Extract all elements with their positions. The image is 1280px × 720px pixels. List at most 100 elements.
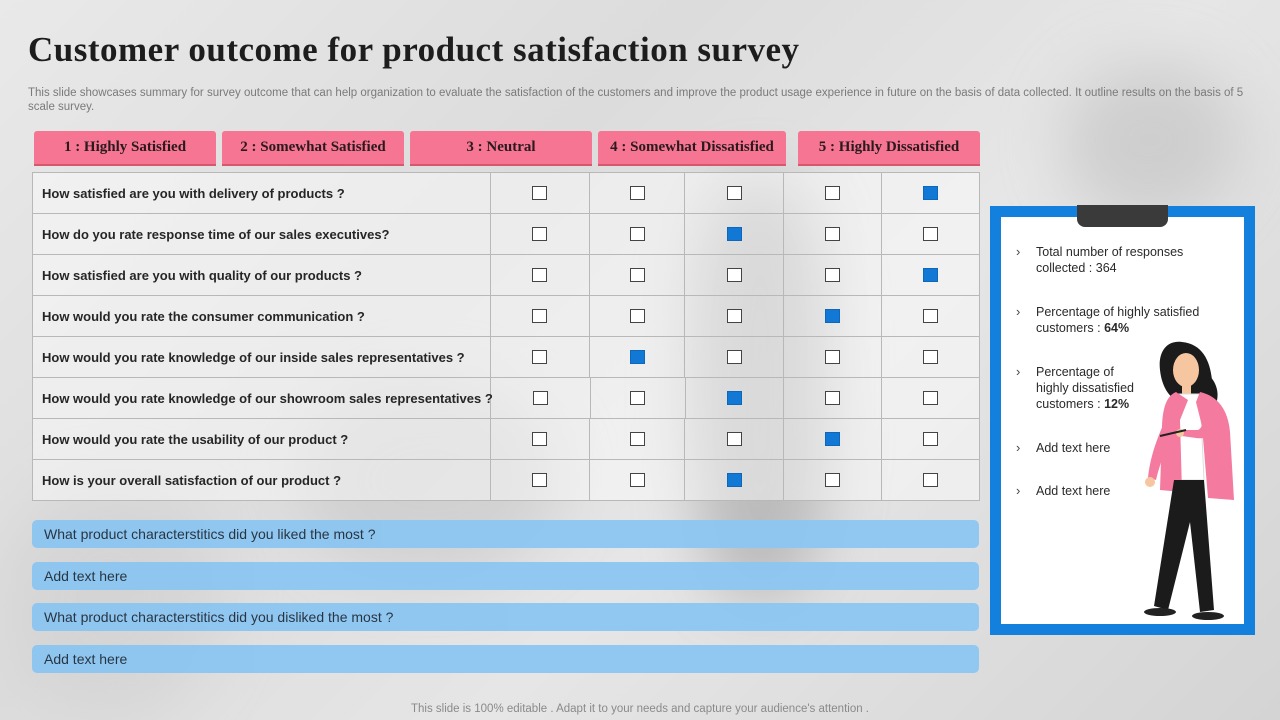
- rating-checkbox[interactable]: [923, 309, 939, 323]
- rating-checkbox[interactable]: [825, 391, 841, 405]
- rating-cell: [882, 173, 980, 214]
- rating-cell: [490, 255, 591, 296]
- rating-checkbox[interactable]: [629, 473, 645, 487]
- stat-line: highly dissatisfied: [1036, 381, 1134, 395]
- rating-checkbox[interactable]: [532, 227, 548, 241]
- feedback-bar-text[interactable]: Add text here: [32, 645, 979, 673]
- rating-checkbox[interactable]: [923, 391, 939, 405]
- rating-cell: [784, 173, 883, 214]
- stat-line: Percentage of highly satisfied: [1036, 305, 1200, 319]
- rating-cell: [590, 460, 686, 501]
- rating-checkbox[interactable]: [532, 350, 548, 364]
- rating-checkbox[interactable]: [532, 309, 548, 323]
- rating-cell: [784, 255, 883, 296]
- clipboard-clip: [1077, 205, 1168, 227]
- rating-checkbox-checked[interactable]: [629, 350, 645, 364]
- stat-line: Add text here: [1036, 484, 1111, 498]
- rating-cell: [590, 337, 686, 378]
- rating-checkbox[interactable]: [825, 350, 841, 364]
- rating-cell: [590, 214, 686, 255]
- rating-checkbox-checked[interactable]: [727, 391, 742, 405]
- rating-checkbox[interactable]: [629, 268, 645, 282]
- table-row: How would you rate knowledge of our show…: [33, 378, 980, 419]
- rating-cell: [882, 419, 980, 460]
- rating-checkbox[interactable]: [825, 268, 841, 282]
- rating-checkbox[interactable]: [923, 227, 939, 241]
- rating-checkbox[interactable]: [726, 186, 742, 200]
- rating-checkbox[interactable]: [825, 227, 841, 241]
- feedback-bar-disliked[interactable]: What product characterstitics did you di…: [32, 603, 979, 631]
- table-row: How satisfied are you with quality of ou…: [33, 255, 980, 296]
- rating-checkbox[interactable]: [629, 227, 645, 241]
- question-text: How is your overall satisfaction of our …: [33, 460, 491, 501]
- scale-header-4: 4 : Somewhat Dissatisfied: [598, 131, 786, 164]
- stat-item: › Total number of responses collected : 3…: [1016, 244, 1206, 276]
- rating-checkbox[interactable]: [532, 391, 548, 405]
- rating-checkbox[interactable]: [923, 432, 939, 446]
- rating-cell: [685, 378, 785, 419]
- rating-checkbox[interactable]: [532, 432, 548, 446]
- question-text: How would you rate knowledge of our insi…: [33, 337, 491, 378]
- page-subtitle: This slide showcases summary for survey …: [28, 87, 1244, 113]
- rating-cell: [882, 255, 980, 296]
- page-title: Customer outcome for product satisfactio…: [28, 30, 800, 69]
- rating-checkbox[interactable]: [726, 309, 742, 323]
- question-text: How satisfied are you with delivery of p…: [33, 173, 491, 214]
- stat-line: customers :: [1036, 397, 1105, 411]
- rating-checkbox[interactable]: [630, 391, 646, 405]
- question-text: How would you rate the usability of our …: [33, 419, 491, 460]
- rating-checkbox[interactable]: [923, 350, 939, 364]
- table-row: How would you rate knowledge of our insi…: [33, 337, 980, 378]
- rating-checkbox-checked[interactable]: [726, 473, 742, 487]
- rating-checkbox[interactable]: [532, 186, 548, 200]
- rating-cell: [685, 173, 785, 214]
- rating-cell: [784, 378, 883, 419]
- scale-header-1: 1 : Highly Satisfied: [34, 131, 216, 164]
- rating-cell: [685, 255, 785, 296]
- woman-illustration: [1144, 341, 1234, 620]
- rating-checkbox[interactable]: [532, 268, 548, 282]
- rating-checkbox[interactable]: [629, 186, 645, 200]
- rating-checkbox-checked[interactable]: [923, 268, 939, 282]
- stat-item: › Add text here: [1016, 440, 1206, 456]
- rating-cell: [590, 255, 686, 296]
- rating-checkbox[interactable]: [726, 432, 742, 446]
- rating-checkbox[interactable]: [726, 268, 742, 282]
- table-row: How is your overall satisfaction of our …: [33, 460, 980, 501]
- scale-header-3: 3 : Neutral: [410, 131, 592, 164]
- rating-checkbox-checked[interactable]: [825, 432, 841, 446]
- rating-cell: [685, 460, 785, 501]
- chevron-right-icon: ›: [1016, 440, 1021, 455]
- rating-checkbox-checked[interactable]: [726, 227, 742, 241]
- footer-note: This slide is 100% editable . Adapt it t…: [410, 703, 869, 715]
- stat-line: Add text here: [1036, 441, 1111, 455]
- rating-cell: [590, 378, 686, 419]
- rating-cell: [882, 296, 980, 337]
- background-photo-blur: [0, 480, 220, 720]
- rating-cell: [882, 214, 980, 255]
- rating-checkbox-checked[interactable]: [923, 186, 939, 200]
- rating-cell: [882, 337, 980, 378]
- question-text: How do you rate response time of our sal…: [33, 214, 491, 255]
- stat-item: › Percentage of highly dissatisfied custom…: [1016, 364, 1206, 412]
- chevron-right-icon: ›: [1016, 304, 1021, 319]
- rating-checkbox[interactable]: [825, 473, 841, 487]
- rating-checkbox[interactable]: [726, 350, 742, 364]
- rating-cell: [784, 337, 883, 378]
- stat-line: Total number of responses: [1036, 245, 1184, 259]
- rating-checkbox[interactable]: [629, 432, 645, 446]
- feedback-bar-text[interactable]: Add text here: [32, 562, 979, 590]
- rating-checkbox[interactable]: [923, 473, 939, 487]
- feedback-bar-liked[interactable]: What product characterstitics did you li…: [32, 520, 979, 548]
- background-photo-blur: [1060, 60, 1240, 220]
- rating-checkbox[interactable]: [629, 309, 645, 323]
- stat-line: Percentage of: [1036, 365, 1114, 379]
- rating-cell: [685, 296, 785, 337]
- rating-cell: [784, 460, 883, 501]
- table-row: How satisfied are you with delivery of p…: [33, 173, 980, 214]
- rating-checkbox[interactable]: [825, 186, 841, 200]
- rating-cell: [490, 173, 591, 214]
- table-row: How would you rate the usability of our …: [33, 419, 980, 460]
- rating-checkbox[interactable]: [532, 473, 548, 487]
- rating-checkbox-checked[interactable]: [825, 309, 841, 323]
